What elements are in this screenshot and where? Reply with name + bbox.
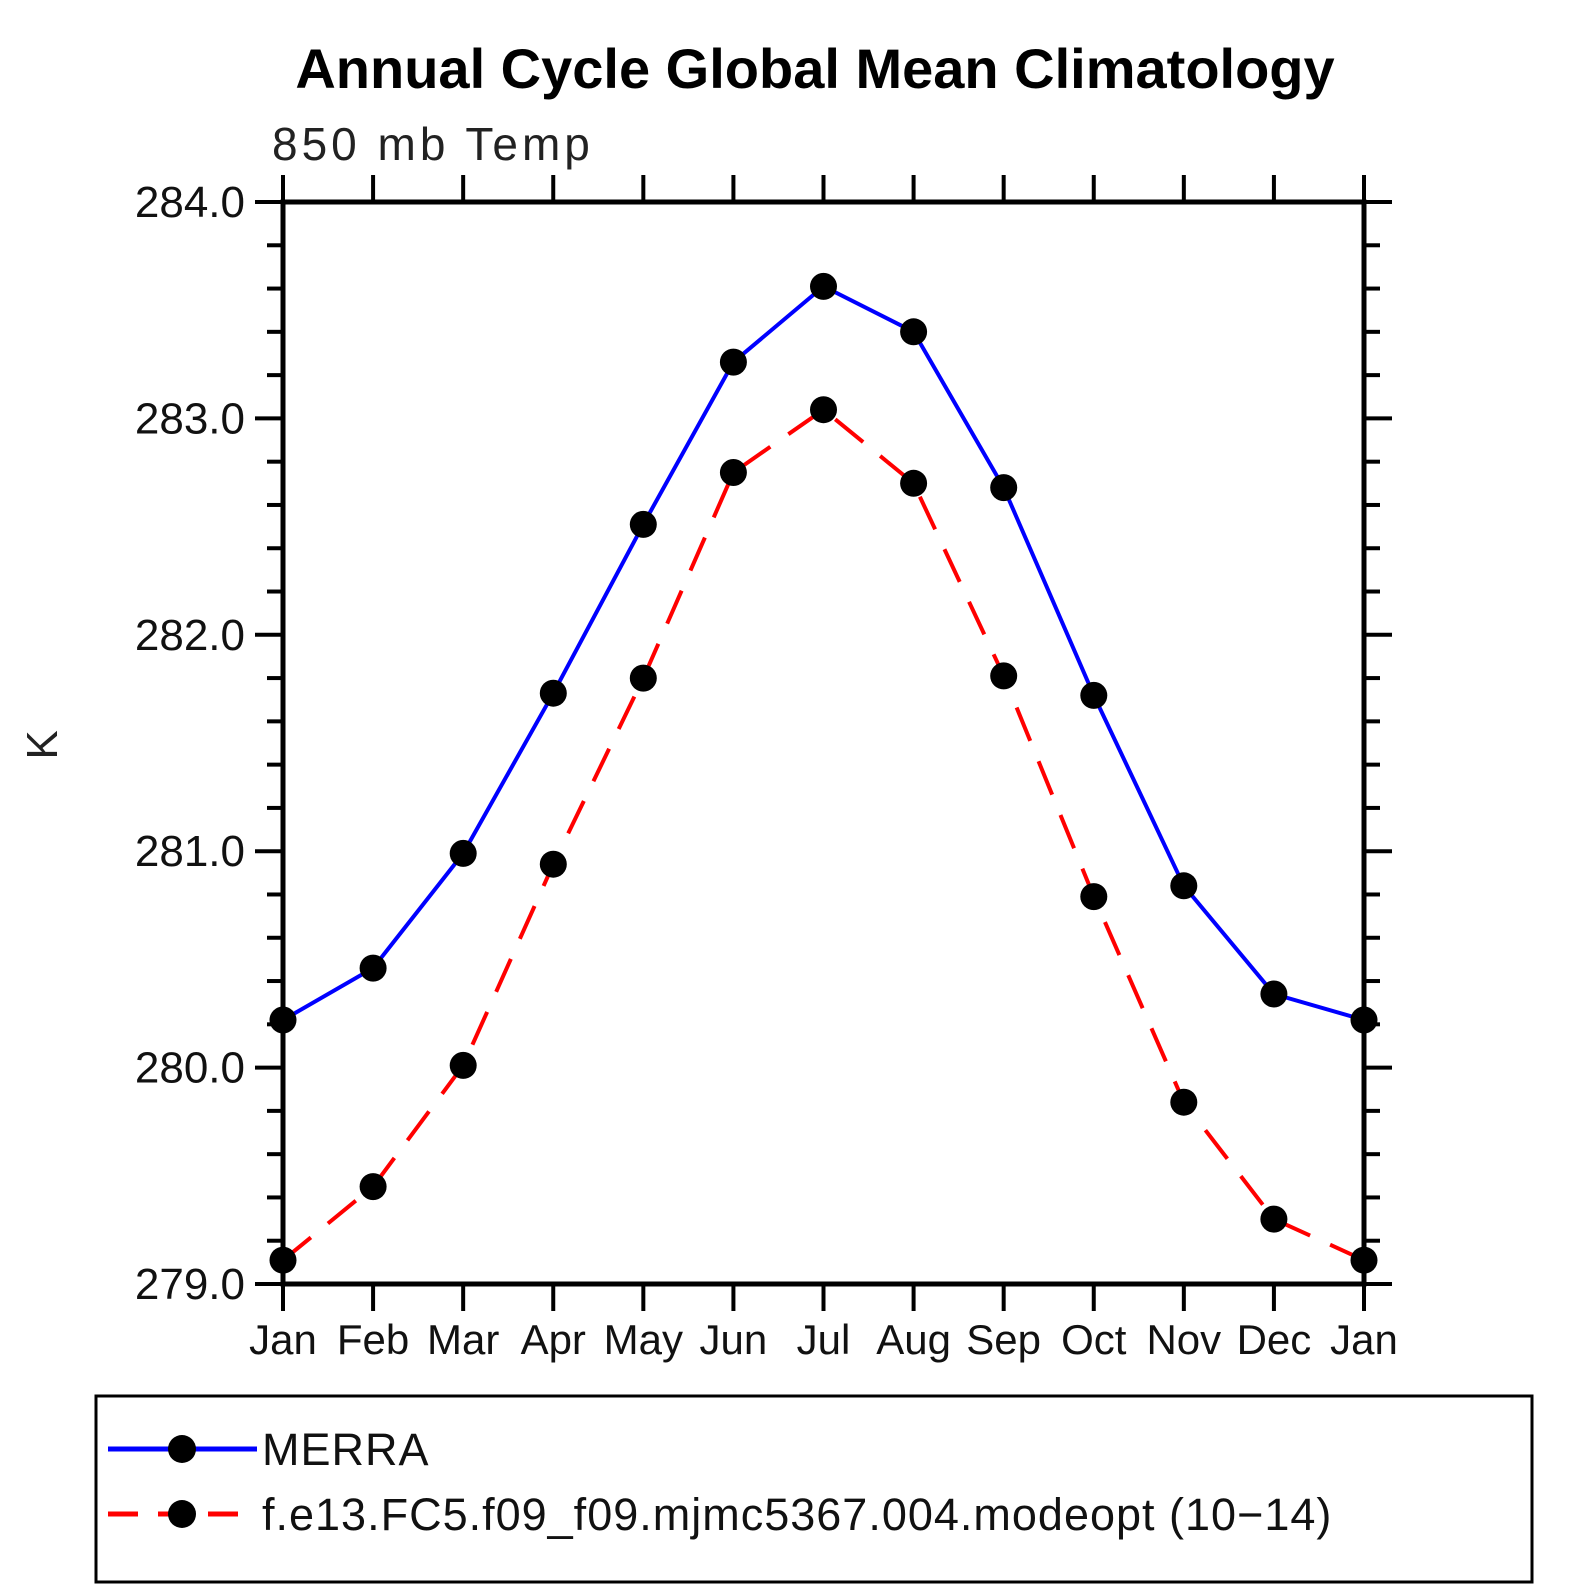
x-tick-label: Jun bbox=[700, 1316, 768, 1363]
legend-marker-merra bbox=[168, 1435, 196, 1463]
legend-box bbox=[94, 1394, 1534, 1584]
y-axis-label: K bbox=[18, 730, 67, 759]
data-point bbox=[1170, 872, 1198, 900]
data-point bbox=[1080, 681, 1108, 709]
x-tick-label: Oct bbox=[1061, 1316, 1127, 1363]
data-point bbox=[449, 1051, 477, 1079]
data-point bbox=[719, 459, 747, 486]
data-point bbox=[1170, 1088, 1198, 1116]
chart-subtitle: 850 mb Temp bbox=[272, 118, 594, 170]
data-point bbox=[1260, 980, 1288, 1008]
data-point bbox=[629, 510, 657, 538]
x-tick-label: Jul bbox=[797, 1316, 851, 1363]
x-tick-label: Aug bbox=[876, 1316, 951, 1363]
x-tick-label: Apr bbox=[521, 1316, 586, 1363]
y-tick-label: 281.0 bbox=[135, 827, 245, 876]
data-point bbox=[629, 664, 657, 692]
data-point bbox=[539, 850, 567, 878]
data-point bbox=[719, 348, 747, 376]
legend: MERRA f.e13.FC5.f09_f09.mjmc5367.004.mod… bbox=[94, 1394, 1534, 1584]
data-point bbox=[359, 1173, 387, 1201]
x-tick-label: Sep bbox=[966, 1316, 1041, 1363]
y-tick-label: 280.0 bbox=[135, 1044, 245, 1093]
data-point bbox=[900, 318, 928, 346]
chart-title: Annual Cycle Global Mean Climatology bbox=[295, 37, 1334, 100]
y-tick-label: 283.0 bbox=[135, 394, 245, 443]
plot-area: 279.0 280.0 281.0 282.0 283.0 284.0 Jan Feb Mar A… bbox=[135, 175, 1398, 1363]
x-tick-label: May bbox=[604, 1316, 683, 1363]
data-point bbox=[1080, 883, 1108, 911]
y-tick-label: 279.0 bbox=[135, 1260, 245, 1309]
legend-label-merra: MERRA bbox=[262, 1424, 430, 1475]
legend-label-model: f.e13.FC5.f09_f09.mjmc5367.004.modeopt (… bbox=[262, 1489, 1332, 1540]
legend-marker-model bbox=[168, 1500, 196, 1528]
series-line-1 bbox=[281, 407, 1365, 1263]
y-tick-label: 284.0 bbox=[135, 178, 245, 227]
data-point bbox=[1260, 1205, 1288, 1233]
y-tick-label: 282.0 bbox=[135, 611, 245, 660]
x-tick-label: Jan bbox=[1330, 1316, 1398, 1363]
data-point bbox=[990, 474, 1018, 502]
x-tick-label: Dec bbox=[1237, 1316, 1312, 1363]
x-tick-label: Feb bbox=[337, 1316, 409, 1363]
data-point bbox=[990, 662, 1018, 690]
data-point bbox=[810, 272, 837, 300]
data-point bbox=[539, 679, 567, 707]
x-tick-label: Mar bbox=[427, 1316, 499, 1363]
x-tick-label: Jan bbox=[249, 1316, 317, 1363]
data-point bbox=[359, 954, 387, 982]
data-point bbox=[900, 469, 928, 497]
data-point bbox=[449, 839, 477, 867]
x-tick-label: Nov bbox=[1146, 1316, 1221, 1363]
data-point bbox=[810, 396, 837, 424]
plot-frame bbox=[280, 199, 1367, 1287]
